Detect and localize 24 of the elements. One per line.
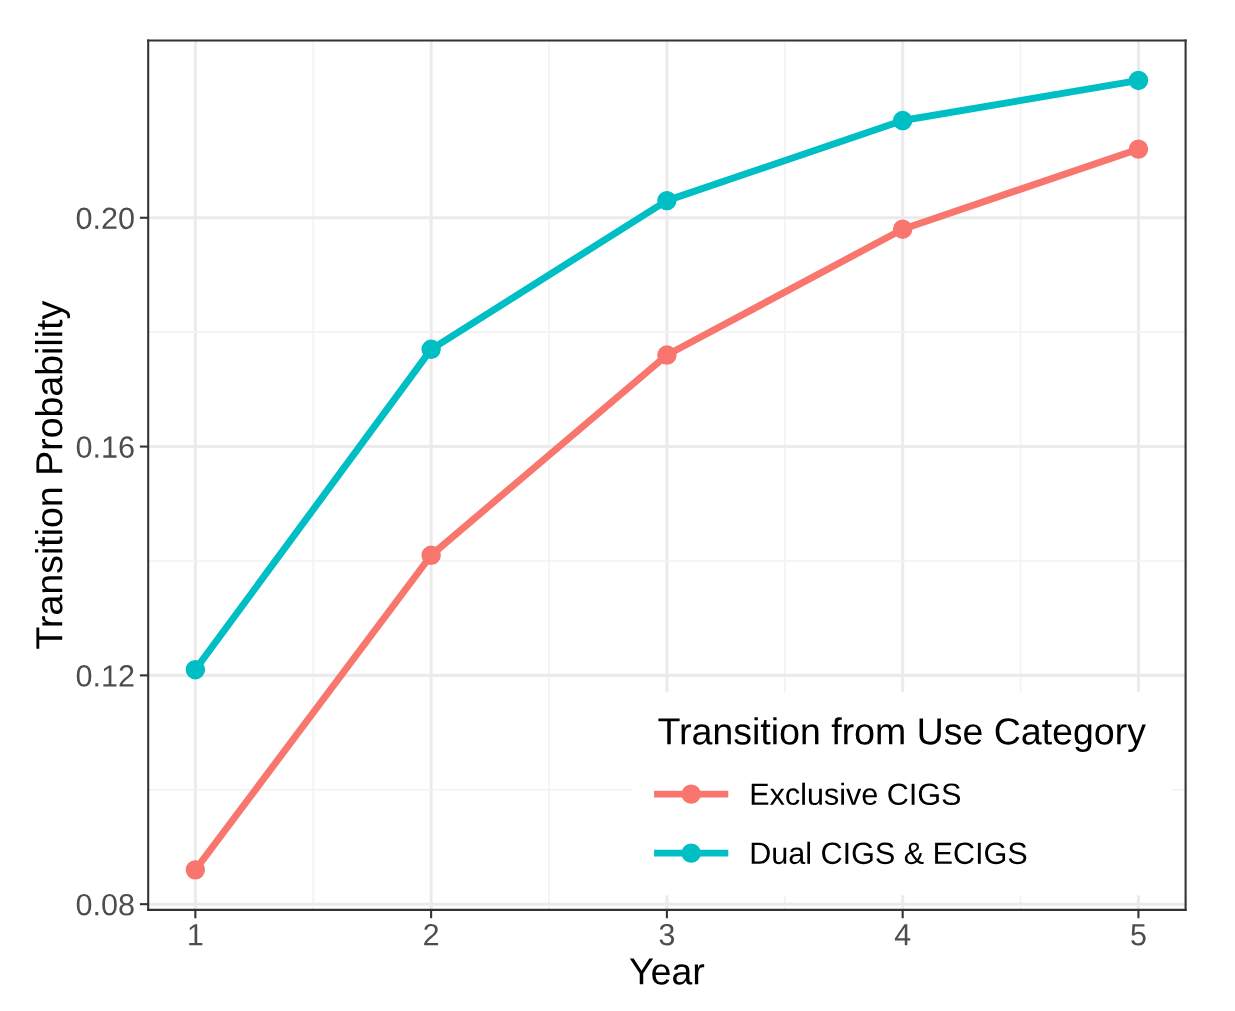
point bbox=[892, 219, 913, 239]
y-tick-label: 0.12 bbox=[76, 665, 134, 687]
point bbox=[185, 860, 206, 880]
x-tick-label: 1 bbox=[189, 924, 203, 946]
point bbox=[892, 110, 913, 131]
y-tick-label: 0.20 bbox=[76, 207, 134, 230]
legend-label: Dual CIGS & ECIGS bbox=[751, 841, 1027, 865]
x-tick-label: 3 bbox=[659, 923, 675, 946]
point bbox=[657, 190, 677, 211]
x-tick-label: 2 bbox=[424, 923, 439, 946]
x-tick-label: 4 bbox=[894, 924, 911, 946]
x-axis-title: Year bbox=[629, 958, 705, 985]
point bbox=[421, 545, 441, 565]
point bbox=[421, 339, 441, 360]
legend-title: Transition from Use Category bbox=[658, 717, 1146, 753]
y-axis-title: Transition Probability bbox=[35, 300, 70, 649]
y-tick-label: 0.08 bbox=[76, 893, 134, 916]
point bbox=[657, 345, 677, 365]
y-tick-label: 0.16 bbox=[76, 436, 134, 458]
legend-label: Exclusive CIGS bbox=[751, 782, 961, 806]
point bbox=[185, 659, 206, 680]
point bbox=[1128, 70, 1149, 91]
x-tick-label: 5 bbox=[1131, 924, 1146, 946]
point bbox=[1128, 139, 1149, 159]
